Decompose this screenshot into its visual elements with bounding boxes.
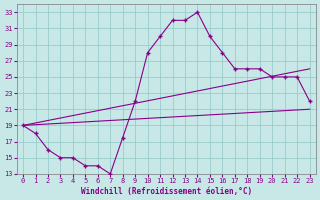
- X-axis label: Windchill (Refroidissement éolien,°C): Windchill (Refroidissement éolien,°C): [81, 187, 252, 196]
